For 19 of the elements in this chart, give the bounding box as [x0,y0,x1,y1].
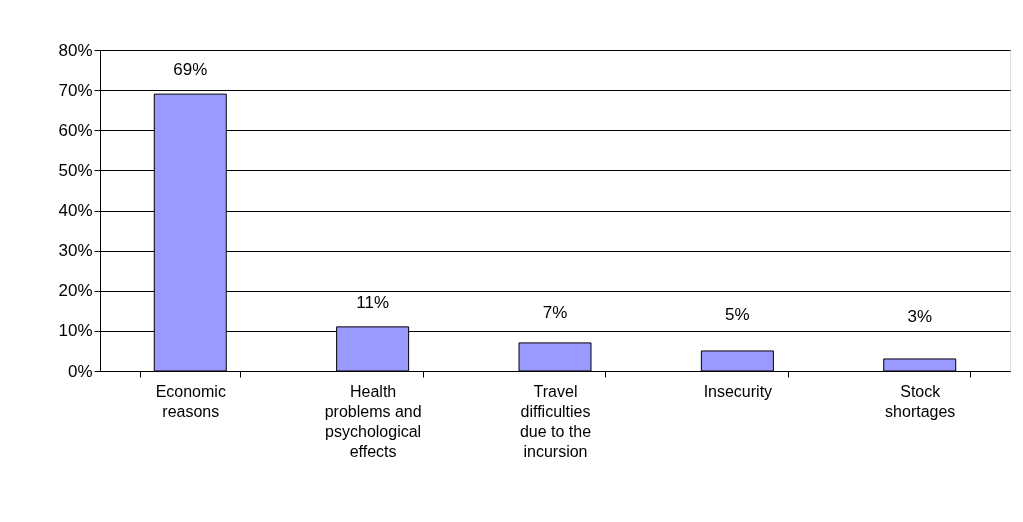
y-tick-label: 60% [58,120,93,140]
y-tick-label: 20% [58,281,93,301]
x-tick-label: Economic reasons [155,382,226,420]
data-label: 5% [725,304,750,324]
y-tick-label: 10% [58,321,93,341]
x-tick-label: Stock shortages [885,382,956,420]
y-tick-label: 80% [58,40,93,60]
y-tick-label: 30% [58,241,93,261]
x-tick-label: Health problems and psychological effects [324,382,422,460]
x-tick-label: Travel difficulties due to the incursion [519,382,592,460]
data-label: 7% [542,302,568,322]
data-label: 3% [907,306,933,326]
y-tick-label: 50% [58,160,93,180]
data-label: 69% [173,60,208,80]
y-tick-label: 70% [58,80,93,100]
y-tick-label: 0% [67,361,93,381]
y-tick-label: 40% [58,201,93,220]
data-label: 11% [356,292,390,312]
x-tick-label: Insecurity [703,382,773,400]
